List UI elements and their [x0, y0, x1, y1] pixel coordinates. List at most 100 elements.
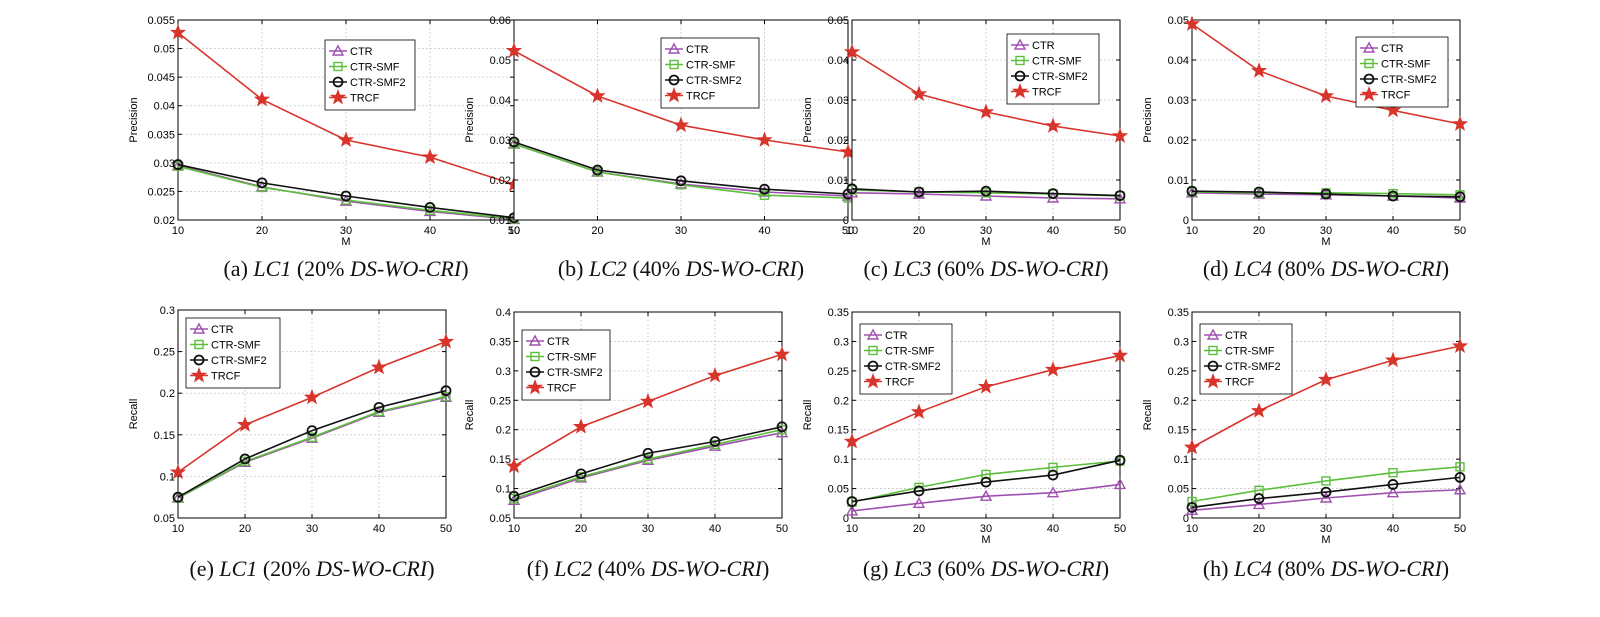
data-point	[846, 183, 858, 195]
data-point	[1114, 454, 1126, 466]
legend-marker	[1014, 70, 1026, 82]
data-point	[508, 490, 520, 502]
legend-label: TRCF	[211, 371, 241, 383]
y-tick-label: 0.35	[1168, 307, 1189, 319]
caption-percent: (40%	[626, 256, 686, 281]
x-tick-label: 10	[846, 523, 858, 535]
legend: CTR CTR-SMF CTR-SMF2 TRCF	[660, 37, 760, 109]
data-point	[1111, 347, 1129, 363]
data-point	[337, 131, 355, 147]
x-tick-label: 50	[1114, 225, 1126, 237]
subfigure-caption: (d) LC4 (80% DS-WO-CRI)	[1156, 256, 1496, 282]
legend-marker	[530, 351, 540, 362]
subfigure-caption: (g) LC3 (60% DS-WO-CRI)	[816, 556, 1156, 582]
legend-label: CTR-SMF2	[1381, 74, 1437, 86]
data-point	[1321, 476, 1331, 486]
x-tick-label: 30	[340, 225, 352, 237]
subfigure-caption: (a) LC1 (20% DS-WO-CRI)	[176, 256, 516, 282]
y-tick-label: 0	[843, 215, 849, 227]
series-ctr-smf2	[1186, 471, 1466, 513]
caption-close: )	[796, 256, 805, 281]
legend-label: TRCF	[885, 377, 915, 389]
data-point	[1384, 351, 1402, 368]
legend-label: CTR-SMF2	[350, 77, 406, 89]
caption-close: )	[1441, 556, 1450, 581]
series-trcf	[505, 345, 791, 474]
data-point	[845, 504, 859, 516]
series-line	[513, 428, 783, 500]
y-tick-label: 0.2	[496, 425, 511, 437]
x-tick-label: 10	[846, 225, 858, 237]
data-point	[238, 455, 252, 467]
data-point	[441, 391, 451, 402]
y-tick-label: 0.25	[490, 395, 511, 407]
caption-dataset: DS-WO-CRI	[315, 556, 428, 581]
data-point	[672, 116, 690, 133]
data-point	[1250, 402, 1268, 418]
data-point	[846, 496, 858, 507]
legend: CTR CTR-SMF CTR-SMF2 TRCF	[1199, 323, 1293, 395]
legend-marker	[866, 328, 880, 340]
data-point	[1250, 62, 1268, 78]
data-point	[575, 468, 587, 480]
series-trcf	[843, 43, 1129, 143]
subfigure-caption: (f) LC2 (40% DS-WO-CRI)	[478, 556, 818, 582]
data-point	[172, 159, 184, 170]
y-tick-label: 0.2	[160, 388, 175, 400]
data-point	[1387, 190, 1399, 202]
x-tick-label: 40	[758, 225, 770, 237]
data-point	[505, 457, 523, 474]
data-point	[505, 42, 523, 58]
caption-dataset: DS-WO-CRI	[1330, 256, 1442, 281]
caption-name: LC4	[1234, 256, 1272, 281]
series-line	[513, 141, 849, 195]
x-tick-label: 10	[172, 225, 184, 237]
caption-percent: (20%	[291, 256, 350, 281]
data-point	[910, 85, 928, 101]
data-point	[589, 87, 606, 103]
legend-label: CTR-SMF2	[211, 355, 267, 367]
chart-panel-d: 10 20 30 40 50 0 0.01 0.02 0.03 0.04 0.05 M Precisio…	[1142, 15, 1469, 248]
data-point	[169, 463, 187, 480]
caption-percent: (80%	[1271, 256, 1331, 281]
data-point	[592, 164, 603, 176]
legend-marker	[1363, 73, 1375, 85]
data-point	[675, 175, 687, 187]
x-tick-label: 20	[256, 225, 268, 237]
caption-dataset: DS-WO-CRI	[989, 256, 1102, 281]
legend-marker	[667, 42, 681, 54]
legend-marker	[529, 366, 541, 378]
caption-name: LC3	[894, 556, 932, 581]
data-point	[236, 416, 254, 432]
caption-dataset: DS-WO-CRI	[349, 256, 462, 281]
y-tick-label: 0.1	[160, 471, 175, 483]
legend-label: CTR-SMF	[686, 60, 736, 72]
caption-name: LC3	[893, 256, 932, 281]
y-axis-label: Precision	[1142, 97, 1154, 142]
data-point	[1320, 486, 1332, 498]
series-ctr-smf2	[172, 159, 520, 224]
y-axis-label: Precision	[128, 97, 140, 142]
y-tick-label: 0.1	[1174, 454, 1189, 466]
caption-tag: (a)	[223, 256, 254, 281]
x-tick-label: 50	[440, 523, 452, 535]
caption-percent: (20%	[257, 556, 316, 581]
chart-panel-g: 10 20 30 40 50 0 0.05 0.1 0.15 0.2 0.25 0.3 0.35 M Rec…	[802, 307, 1129, 546]
y-tick-label: 0.06	[490, 15, 511, 27]
data-point	[1183, 15, 1201, 31]
series-line	[177, 395, 447, 499]
data-point	[773, 345, 791, 362]
data-point	[172, 491, 184, 503]
legend-label: CTR	[1032, 40, 1055, 52]
legend-label: CTR	[350, 46, 373, 58]
legend-marker	[194, 339, 204, 350]
x-tick-label: 30	[980, 225, 992, 237]
x-tick-label: 40	[1047, 225, 1059, 237]
data-point	[775, 426, 789, 438]
series-ctr	[1185, 483, 1467, 516]
y-tick-label: 0.03	[1168, 95, 1189, 107]
y-tick-label: 0.05	[154, 513, 175, 525]
y-tick-label: 0.045	[147, 72, 175, 84]
y-tick-label: 0.035	[147, 129, 175, 141]
